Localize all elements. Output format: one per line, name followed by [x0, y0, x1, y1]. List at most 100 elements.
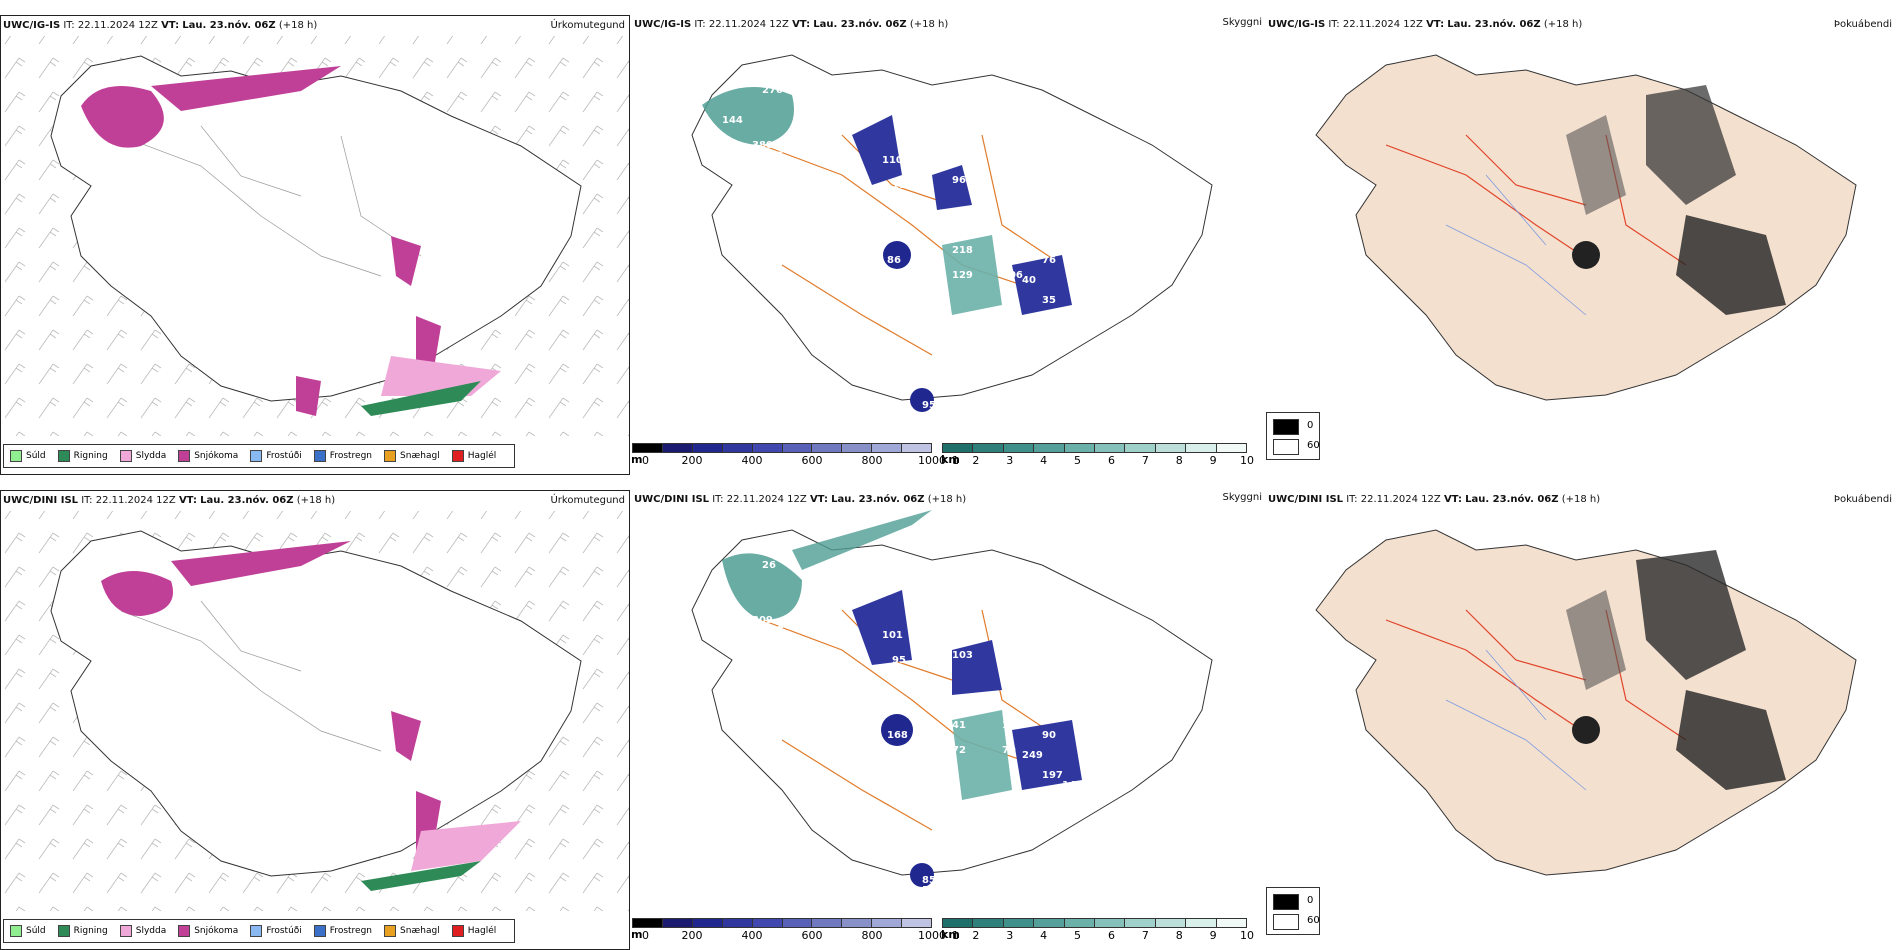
ceiling-label: 41: [952, 720, 966, 731]
colorbar-segment: [812, 444, 843, 452]
colorbar-tick-label: 200: [681, 929, 703, 942]
colorbar-tick-label: 3: [1006, 929, 1014, 942]
ceiling-unit: m: [632, 928, 643, 941]
colorbar-tick-label: 0: [642, 929, 649, 942]
colorbar-tick-label: 0: [642, 454, 649, 467]
legend-item: Frostregn: [313, 925, 372, 937]
fog-legend-label: 60: [1307, 915, 1320, 926]
fog-legend: 0 60: [1266, 887, 1320, 935]
colorbar-segment: [812, 919, 843, 927]
colorbar-tick-label: 6: [1107, 929, 1115, 942]
ceiling-label: 110: [882, 155, 903, 166]
ceiling-label: 96: [952, 175, 966, 186]
colorbar-tick-label: 8: [1175, 454, 1183, 467]
ceiling-label: 32: [777, 145, 791, 156]
ceiling-label: 116: [892, 180, 913, 191]
panel-header: UWC/IG-IS IT: 22.11.2024 12Z VT: Lau. 23…: [3, 20, 318, 31]
visibility-colorbar: 1 2 3 4 5 6 7 8 9 10 km: [941, 443, 1254, 475]
fog-panel-top: UWC/IG-IS IT: 22.11.2024 12Z VT: Lau. 23…: [1266, 15, 1896, 475]
colorbar-tick-label: 800: [861, 929, 883, 942]
snow-area: [81, 86, 164, 148]
colorbar-segment: [722, 444, 753, 452]
ceiling-label: 35: [1042, 295, 1056, 306]
fog-legend-swatch-low: [1273, 439, 1299, 455]
fog-legend: 0 60: [1266, 412, 1320, 460]
ceiling-label: 51: [982, 700, 996, 711]
ceiling-label: 129: [952, 270, 973, 281]
ceiling-label: 107: [1012, 130, 1033, 141]
ceiling-label: 158: [1002, 720, 1023, 731]
colorbar-segment: [1034, 919, 1065, 927]
fog-legend-label: 60: [1307, 440, 1320, 451]
colorbar-segment: [1064, 919, 1096, 927]
ceiling-label: 95: [892, 655, 906, 666]
colorbar-segment: [943, 919, 974, 927]
panel-header: UWC/DINI ISL IT: 22.11.2024 12Z VT: Lau.…: [1268, 494, 1601, 505]
ceiling-label: 17: [1012, 605, 1026, 616]
colorbar-tick-label: 1: [952, 454, 959, 467]
colorbar-tick-label: 7: [1141, 454, 1149, 467]
colorbar-tick-label: 6: [1107, 454, 1115, 467]
colorbar-segment: [943, 444, 974, 452]
colorbar-tick-label: 400: [741, 454, 763, 467]
colorbar-tick-label: 7: [1141, 929, 1149, 942]
colorbar-segment: [1095, 919, 1126, 927]
fog-legend-swatch-high: [1273, 894, 1299, 910]
ceiling-label: 141: [1062, 780, 1083, 791]
colorbar-segment: [1216, 444, 1247, 452]
colorbar-tick-label: 1000: [918, 929, 946, 942]
colorbar-segment: [662, 444, 693, 452]
legend-item: Frostúði: [250, 450, 302, 462]
colorbar-segment: [752, 919, 783, 927]
colorbar-segment: [1155, 919, 1187, 927]
precip-map: [1, 511, 629, 911]
panel-title: Þokuábendi: [1833, 19, 1892, 30]
roads: [761, 134, 1063, 356]
precip-type-panel-bottom: UWC/DINI ISL IT: 22.11.2024 12Z VT: Lau.…: [0, 490, 630, 950]
panel-header: UWC/DINI ISL IT: 22.11.2024 12Z VT: Lau.…: [3, 495, 336, 506]
colorbar-segment: [973, 919, 1004, 927]
colorbar-segment: [782, 919, 813, 927]
colorbar-segment: [902, 919, 932, 927]
ceiling-label: 120: [1052, 635, 1073, 646]
precip-type-legend: Súld Rigning Slydda Snjókoma Frostúði Fr…: [3, 919, 516, 943]
iceland-outline: [1315, 54, 1857, 401]
ceiling-label: 86: [887, 255, 901, 266]
legend-item: Slydda: [119, 450, 166, 462]
ceiling-label: 144: [722, 115, 743, 126]
iceland-outline: [691, 529, 1213, 876]
colorbar-segment: [1064, 444, 1096, 452]
ceiling-label: 168: [887, 730, 908, 741]
colorbar-tick-label: 400: [741, 929, 763, 942]
visibility-panel-bottom: UWC/DINI ISL IT: 22.11.2024 12Z VT: Lau.…: [632, 490, 1262, 950]
ceiling-label: 103: [952, 650, 973, 661]
colorbar-tick-label: 600: [801, 454, 823, 467]
iceland-outline: [691, 54, 1213, 401]
panel-title: Skyggni: [1222, 492, 1262, 503]
legend-item: Súld: [10, 925, 46, 937]
colorbar-tick-label: 5: [1074, 929, 1082, 942]
colorbar-segment: [722, 919, 753, 927]
colorbar-segment: [1003, 444, 1035, 452]
legend-item: Rigning: [57, 450, 108, 462]
fog-legend-swatch-high: [1273, 419, 1299, 435]
ceiling-label: 72: [952, 745, 966, 756]
colorbar-segment: [1186, 919, 1217, 927]
ceiling-label: 249: [1022, 750, 1043, 761]
colorbar-segment: [1216, 919, 1247, 927]
ceiling-label: 276: [762, 85, 783, 96]
ceiling-label: 317: [802, 595, 823, 606]
ceiling-label: 95: [922, 400, 936, 411]
ceiling-label: 105: [982, 225, 1003, 236]
colorbar-segment: [692, 444, 723, 452]
ceiling-label: 40: [1022, 275, 1036, 286]
colorbar-tick-label: 2: [972, 929, 980, 942]
legend-item: Snjókoma: [178, 450, 238, 462]
legend-item: Snjókoma: [178, 925, 238, 937]
fog-legend-label: 0: [1307, 420, 1314, 431]
colorbar-tick-label: 600: [801, 929, 823, 942]
colorbar-segment: [872, 919, 903, 927]
ceiling-label: 76: [1042, 255, 1056, 266]
colorbar-segment: [1095, 444, 1126, 452]
legend-item: Haglél: [451, 925, 496, 937]
